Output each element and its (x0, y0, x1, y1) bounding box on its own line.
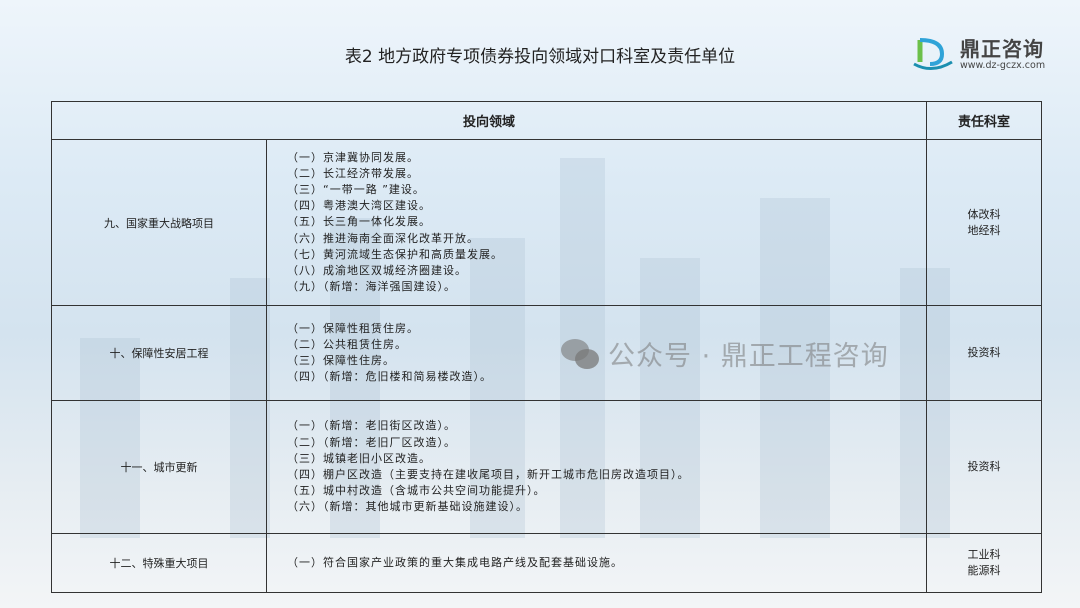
item: （五）城中村改造（含城市公共空间功能提升）。 (287, 484, 546, 498)
table-row: 十一、城市更新 （一）（新增：老旧街区改造）。 （二）（新增：老旧厂区改造）。 … (51, 400, 1042, 534)
item: （九）（新增：海洋强国建设）。 (287, 280, 456, 294)
items-cell: （一）（新增：老旧街区改造）。 （二）（新增：老旧厂区改造）。 （三）城镇老旧小… (266, 400, 927, 534)
item: （一）符合国家产业政策的重大集成电路产线及配套基础设施。 (287, 555, 623, 569)
logo-d-icon (913, 38, 953, 70)
item: （四）棚户区改造（主要支持在建收尾项目，新开工城市危旧房改造项目）。 (287, 468, 690, 481)
office: 体改科 (967, 207, 1001, 221)
item: （一）保障性租赁住房。 (287, 321, 419, 335)
table-row: 十、保障性安居工程 （一）保障性租赁住房。 （二）公共租赁住房。 （三）保障性住… (51, 305, 1042, 401)
category-cell: 十、保障性安居工程 (51, 305, 267, 401)
table-row: 九、国家重大战略项目 （一）京津冀协同发展。 （二）长江经济带发展。 （三）“一… (51, 139, 1042, 306)
logo: 鼎正咨询 www.dz-gczx.com (912, 36, 1045, 72)
category-cell: 十二、特殊重大项目 (51, 533, 267, 593)
item: （八）成渝地区双城经济圈建设。 (287, 264, 467, 277)
office: 地经科 (967, 223, 1001, 237)
items-cell: （一）京津冀协同发展。 （二）长江经济带发展。 （三）“一带一路 ”建设。 （四… (266, 139, 927, 306)
item: （三）保障性住房。 (287, 354, 395, 367)
item: （二）（新增：老旧厂区改造）。 (287, 435, 456, 449)
watermark: 公众号 · 鼎正工程咨询 (560, 334, 889, 373)
category-cell: 十一、城市更新 (51, 400, 267, 534)
office: 工业科 (967, 548, 1001, 561)
office-cell: 投资科 (926, 400, 1042, 534)
item: （二）公共租赁住房。 (287, 337, 407, 351)
wechat-icon (561, 338, 599, 369)
office: 投资科 (967, 460, 1001, 473)
office-cell: 工业科 能源科 (926, 533, 1042, 593)
item: （六）（新增：其他城市更新基础设施建设）。 (287, 500, 528, 514)
item: （二）长江经济带发展。 (287, 166, 419, 180)
item: （六）推进海南全面深化改革开放。 (287, 231, 479, 245)
logo-url: www.dz-gczx.com (960, 59, 1046, 71)
item: （一）京津冀协同发展。 (287, 150, 419, 164)
header-field: 投向领域 (51, 101, 927, 140)
office-cell: 投资科 (926, 305, 1042, 401)
table-row: 十二、特殊重大项目 （一）符合国家产业政策的重大集成电路产线及配套基础设施。 工… (51, 533, 1042, 593)
item: （七）黄河流域生态保护和高质量发展。 (287, 247, 503, 261)
page-title: 表2 地方政府专项债券投向领域对口科室及责任单位 (344, 47, 736, 67)
items-cell: （一）符合国家产业政策的重大集成电路产线及配套基础设施。 (266, 533, 927, 593)
office-cell: 体改科 地经科 (926, 139, 1042, 306)
item: （三）“一带一路 ”建设。 (287, 182, 425, 196)
allocation-table: 投向领域 责任科室 九、国家重大战略项目 （一）京津冀协同发展。 （二）长江经济… (51, 101, 1042, 593)
office: 投资科 (967, 346, 1001, 359)
item: （五）长三角一体化发展。 (287, 215, 431, 229)
item: （四）（新增：危旧楼和简易楼改造）。 (287, 370, 492, 384)
item: （四）粤港澳大湾区建设。 (287, 199, 431, 213)
logo-name: 鼎正咨询 (960, 36, 1044, 61)
header-office: 责任科室 (926, 101, 1042, 140)
table-header-row: 投向领域 责任科室 (51, 101, 1042, 140)
category-cell: 九、国家重大战略项目 (51, 139, 267, 306)
item: （三）城镇老旧小区改造。 (287, 451, 431, 465)
watermark-text: 公众号 · 鼎正工程咨询 (608, 341, 889, 372)
item: （一）（新增：老旧街区改造）。 (287, 419, 456, 433)
office: 能源科 (967, 564, 1001, 577)
